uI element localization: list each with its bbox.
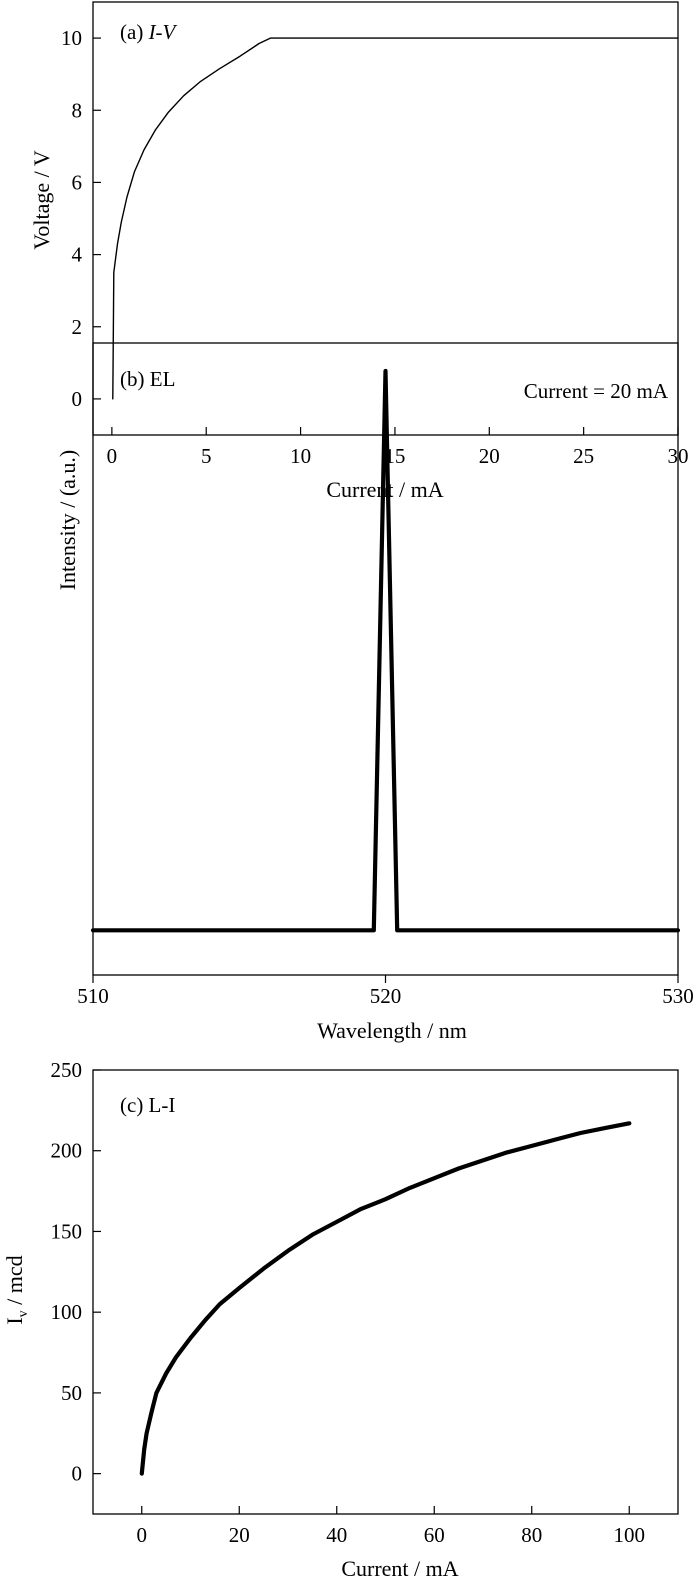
panel-c-y-axis-label-rest: / mcd — [2, 1255, 27, 1310]
panel-a-y-tick-label: 0 — [72, 387, 83, 411]
panel-c-y-tick-label: 50 — [61, 1381, 82, 1405]
panel-a-y-tick-label: 4 — [72, 243, 83, 267]
panel-b-series — [90, 368, 681, 933]
panel-a-title: I-V — [148, 20, 178, 44]
panel-a-data-line — [112, 37, 679, 400]
panel-a-x-tick-label: 5 — [201, 444, 212, 468]
panel-a-x-tick-label: 15 — [384, 444, 405, 468]
panel-b-data-line — [90, 368, 681, 933]
panel-a-x-tick-label: 20 — [479, 444, 500, 468]
panel-c-y-axis-label: Iv / mcd — [2, 1255, 31, 1324]
panel-b-x-axis-label: Wavelength / nm — [317, 1018, 467, 1043]
panel-a-x-tick-label: 25 — [573, 444, 594, 468]
panel-c-y-axis-label-sub: v — [16, 1310, 31, 1317]
panel-c-y-tick-label: 200 — [51, 1139, 83, 1163]
panel-c-ticks: 0 20 40 60 80 100 0 50 100 150 200 250 — [51, 1058, 646, 1547]
panel-c-data-line — [139, 1121, 632, 1476]
panel-c-x-tick-label: 20 — [229, 1523, 250, 1547]
panel-c-y-axis-label-main: I — [2, 1317, 27, 1324]
panel-c-x-axis-label: Current / mA — [341, 1556, 458, 1576]
panel-c-series — [139, 1121, 632, 1476]
panel-b-label: (b) EL — [120, 367, 175, 391]
panel-b-x-tick-label: 520 — [370, 984, 402, 1008]
panel-c-y-tick-label: 150 — [51, 1219, 83, 1243]
panel-b-x-tick-label: 530 — [662, 984, 694, 1008]
panel-c-y-tick-label: 100 — [51, 1300, 83, 1324]
panel-c-x-tick-label: 100 — [614, 1523, 646, 1547]
panel-b-x-tick-label: 510 — [77, 984, 109, 1008]
panel-a-label: (a) I-V — [120, 20, 178, 44]
panel-c-x-tick-label: 80 — [521, 1523, 542, 1547]
panel-b-current-annotation: Current = 20 mA — [524, 379, 669, 403]
panel-c-plot-frame — [92, 1069, 679, 1515]
panel-a-series — [112, 37, 679, 400]
panel-c-y-tick-label: 0 — [72, 1462, 83, 1486]
panel-a-y-tick-label: 8 — [72, 98, 83, 122]
panel-c-y-tick-label: 250 — [51, 1058, 83, 1082]
panel-c-x-tick-label: 60 — [424, 1523, 445, 1547]
panel-a-x-tick-label: 10 — [290, 444, 311, 468]
panel-c-li-chart: 0 20 40 60 80 100 0 50 100 150 200 250 (c) L-I Curr… — [2, 1058, 679, 1576]
panel-a-y-tick-label: 6 — [72, 170, 83, 194]
panel-c-label: (c) L-I — [120, 1093, 175, 1117]
panel-b-y-axis-label: Intensity / (a.u.) — [55, 450, 80, 591]
panel-b-el-chart: 510 520 530 (b) EL Current = 20 mA Wavelen… — [55, 342, 694, 1043]
panel-a-label-prefix: (a) — [120, 20, 143, 44]
panel-b-ticks: 510 520 530 — [77, 975, 694, 1008]
panel-c-x-tick-label: 40 — [326, 1523, 347, 1547]
panel-a-x-tick-label: 0 — [107, 444, 118, 468]
panel-a-y-tick-label: 10 — [61, 26, 82, 50]
panel-a-y-tick-label: 2 — [72, 315, 83, 339]
panel-a-y-axis-label: Voltage / V — [29, 150, 54, 250]
panel-c-x-tick-label: 0 — [137, 1523, 148, 1547]
